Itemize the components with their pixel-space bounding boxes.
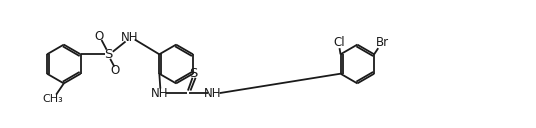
Text: Cl: Cl (334, 36, 345, 49)
Text: O: O (95, 30, 104, 43)
Text: Br: Br (376, 36, 389, 49)
Text: S: S (105, 48, 113, 61)
Text: S: S (189, 67, 198, 80)
Text: NH: NH (204, 87, 222, 100)
Text: NH: NH (151, 87, 168, 100)
Text: O: O (110, 64, 120, 77)
Text: NH: NH (121, 31, 139, 44)
Text: CH₃: CH₃ (42, 94, 63, 104)
